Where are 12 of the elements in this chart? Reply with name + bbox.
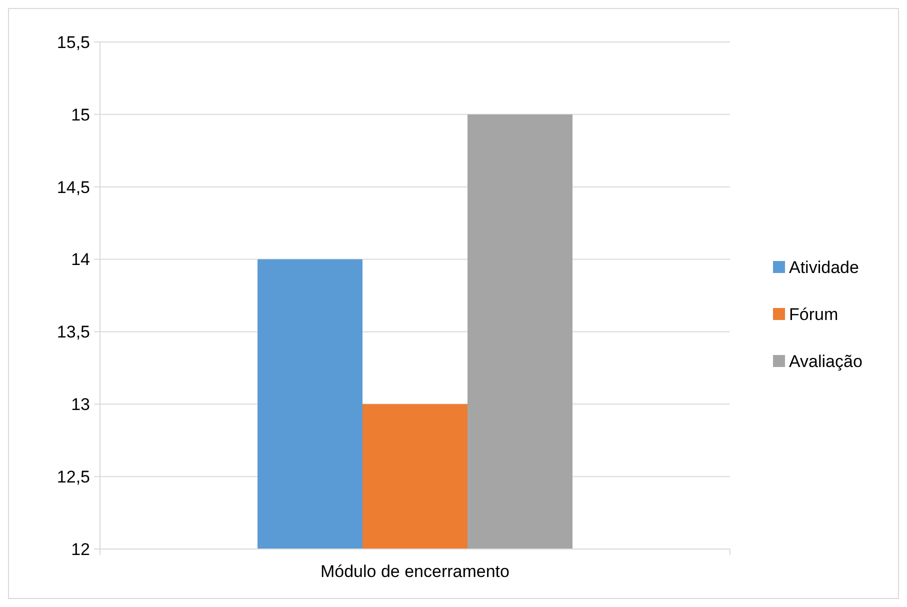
y-tick-label: 12 xyxy=(71,540,90,559)
legend-label: Fórum xyxy=(789,304,838,324)
y-tick-label: 12,5 xyxy=(56,468,90,487)
y-tick-label: 13 xyxy=(71,395,90,414)
y-tick-label: 14,5 xyxy=(56,178,90,197)
y-tick-label: 15 xyxy=(71,105,90,124)
x-tick-label: Módulo de encerramento xyxy=(320,562,510,581)
y-tick-label: 14 xyxy=(71,250,90,270)
y-tick-label: 15,5 xyxy=(56,32,90,52)
y-tick-label: 13,5 xyxy=(56,322,90,342)
legend-label: Avaliação xyxy=(789,352,862,371)
legend-label: Atividade xyxy=(789,258,859,277)
